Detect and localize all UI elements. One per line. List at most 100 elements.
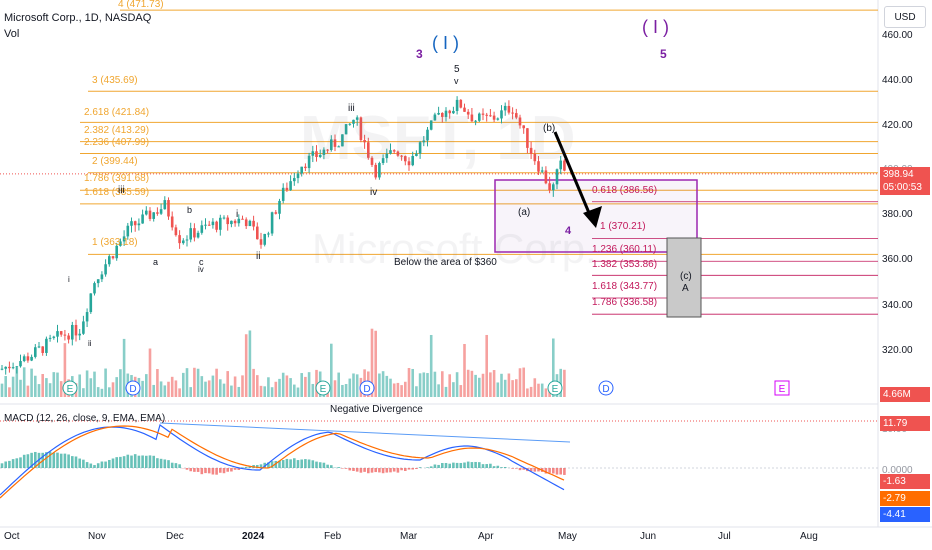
time-label: Dec	[166, 531, 184, 542]
macd-histogram-bar	[518, 468, 522, 471]
volume-bar	[404, 381, 407, 397]
macd-histogram-bar	[544, 468, 548, 474]
candle-body	[418, 142, 422, 154]
macd-histogram-bar	[115, 457, 118, 468]
macd-histogram-bar	[133, 454, 137, 468]
event-marker	[125, 380, 141, 396]
volume-bar	[26, 385, 30, 397]
macd-histogram-bar	[418, 467, 422, 468]
volume-bar	[256, 375, 259, 397]
projection-arrowhead	[583, 206, 602, 228]
volume-bar	[145, 374, 148, 397]
macd-histogram-bar	[111, 458, 115, 468]
macd-histogram-bar	[307, 459, 311, 468]
candle-body	[367, 142, 370, 158]
macd-histogram-bar	[274, 460, 278, 468]
candle-body	[285, 187, 289, 191]
macd-histogram-bar	[230, 468, 233, 472]
watermark-ticker: MSFT, 1D	[300, 104, 576, 173]
volume-bar	[392, 383, 396, 397]
candle-body	[396, 151, 400, 156]
last-price-tag: 398.94	[880, 167, 930, 182]
macd-histogram-bar	[189, 468, 192, 472]
volume-bar	[159, 381, 163, 397]
candle-body	[137, 223, 141, 226]
volume-bar	[4, 376, 7, 397]
volume-bar	[285, 375, 289, 397]
candle-body	[381, 158, 385, 164]
volume-bar	[552, 338, 555, 397]
price-tick: 320.00	[882, 345, 913, 356]
macd-histogram-bar	[248, 466, 252, 468]
macd-histogram-bar	[222, 468, 226, 474]
macd-histogram-bar	[426, 467, 429, 468]
macd-histogram-bar	[211, 468, 215, 475]
volume-bar	[178, 388, 181, 397]
macd-histogram-bar	[219, 468, 222, 473]
volume-bar	[311, 383, 315, 397]
candle-body	[19, 361, 22, 367]
candle-body	[555, 169, 559, 185]
candle-body	[315, 151, 318, 158]
volume-bar	[559, 368, 562, 397]
volume-bar	[63, 343, 67, 397]
macd-histogram-bar	[48, 451, 52, 468]
macd-histogram-bar	[433, 464, 437, 468]
candle-body	[444, 110, 448, 117]
volume-bar	[500, 373, 503, 397]
candle-body	[200, 225, 204, 233]
macd-line-tag: -4.41	[880, 507, 930, 522]
volume-bar	[289, 378, 292, 397]
macd-histogram-bar	[89, 463, 93, 468]
candle-body	[52, 336, 56, 338]
volume-bar	[300, 373, 303, 397]
macd-histogram-bar	[452, 462, 455, 468]
volume-bar	[104, 368, 107, 397]
volume-bar	[78, 374, 81, 397]
currency-button[interactable]: USD	[884, 6, 926, 28]
macd-histogram-bar	[85, 462, 89, 468]
volume-bar	[15, 367, 19, 397]
macd-histogram-bar	[355, 468, 359, 472]
event-marker	[359, 380, 375, 396]
candle-body	[429, 120, 433, 130]
time-label: Apr	[478, 531, 494, 542]
macd-histogram-bar	[141, 455, 144, 468]
macd-histogram-bar	[200, 468, 204, 475]
macd-histogram-bar	[511, 468, 514, 469]
macd-histogram-bar	[137, 455, 141, 468]
volume-bar	[385, 375, 389, 397]
volume-bar	[511, 380, 514, 397]
candle-body	[30, 356, 33, 361]
event-marker-label: D	[129, 384, 136, 395]
candle-body	[330, 139, 333, 150]
macd-histogram-bar	[0, 463, 4, 468]
macd-histogram-bar	[304, 459, 307, 468]
macd-histogram-bar	[126, 454, 130, 468]
candle-body	[185, 239, 189, 241]
macd-histogram-bar	[108, 459, 111, 468]
candle-body	[108, 256, 111, 265]
bar-countdown: 05:00:53	[880, 180, 930, 195]
candle-body	[267, 233, 270, 235]
candle-body	[307, 155, 311, 169]
macd-histogram-bar	[496, 465, 500, 468]
candle-body	[122, 236, 126, 242]
wave-c-target-box	[666, 237, 702, 318]
volume-bar	[48, 383, 52, 397]
volume-bar	[219, 379, 222, 397]
macd-histogram-bar	[119, 456, 122, 468]
volume-bar	[193, 367, 196, 397]
volume-bar	[492, 370, 496, 397]
candle-body	[89, 293, 93, 313]
volume-bar	[452, 382, 455, 397]
volume-bar	[207, 380, 211, 397]
macd-histogram-bar	[19, 457, 22, 468]
volume-bar	[474, 374, 477, 397]
candle-body	[441, 112, 444, 117]
macd-histogram-bar	[522, 468, 525, 470]
macd-histogram-bar	[396, 468, 400, 473]
retrace-label: 1.618 (343.77)	[592, 281, 658, 292]
macd-histogram-bar	[466, 461, 470, 468]
